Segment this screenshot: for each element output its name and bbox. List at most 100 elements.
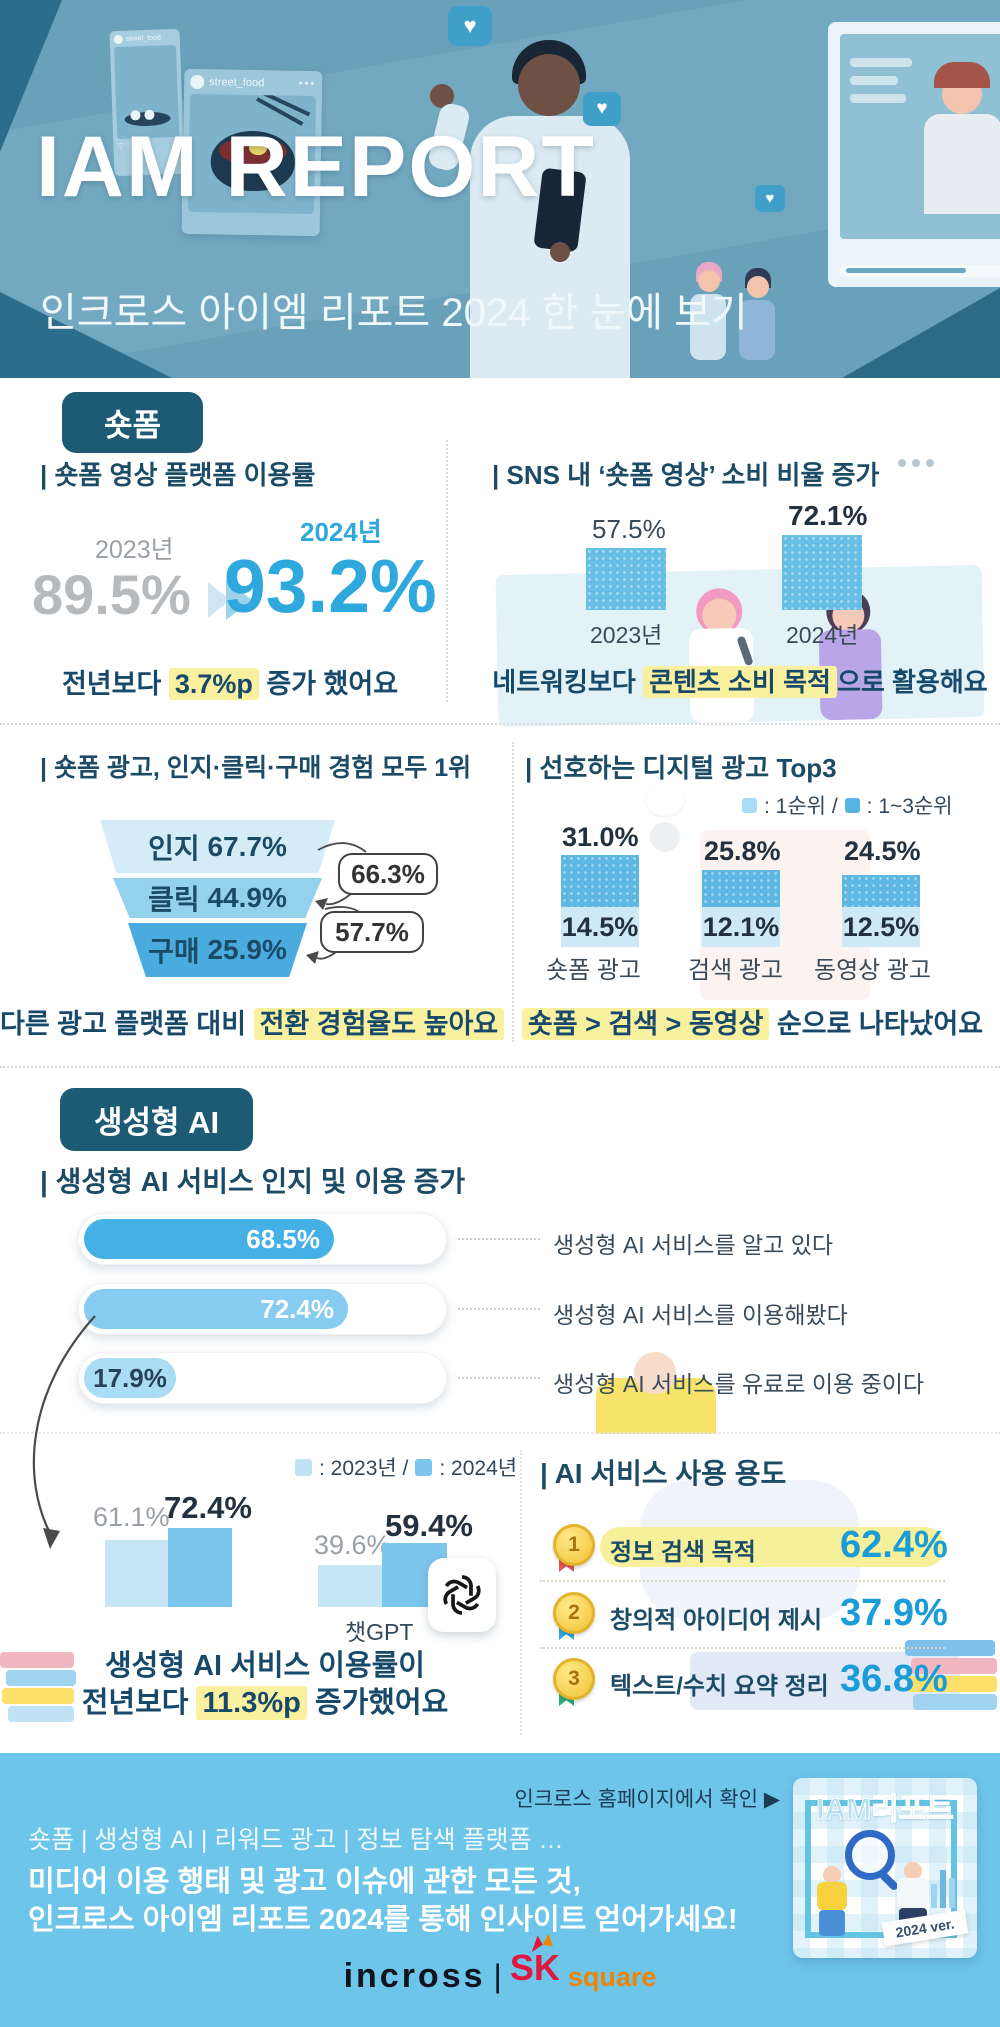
- sns-bar-2023: [586, 548, 666, 610]
- purpose-row1-label: 정보 검색 목적: [610, 1539, 756, 1566]
- highlight: 3.7%p: [168, 668, 259, 700]
- divider: [0, 723, 1000, 725]
- divider: [446, 440, 448, 702]
- trend-g1-2023-value: 61.1%: [93, 1502, 170, 1532]
- divider: [540, 1580, 945, 1582]
- trend-g1-bar-2024: [168, 1528, 232, 1607]
- divider: [0, 1066, 1000, 1068]
- openai-knot-icon: [443, 1575, 481, 1615]
- incross-logo-text: incross: [343, 1957, 486, 1995]
- ai-pill-label-3: 생성형 AI 서비스를 유료로 이용 중이다: [553, 1371, 925, 1397]
- ai-purpose-title: | AI 서비스 사용 용도: [540, 1458, 787, 1489]
- purpose-row3-label: 텍스트/수치 요약 정리: [610, 1673, 829, 1700]
- report-title: IAM REPORT: [36, 119, 596, 215]
- magnifier-icon: [845, 1830, 905, 1892]
- section-badge-shortform: 숏폼: [62, 392, 204, 453]
- homepage-link[interactable]: 인크로스 홈페이지에서 확인 ▶: [514, 1788, 781, 1811]
- trend-g1-bar-2023: [105, 1540, 168, 1607]
- highlight: 전환 경험율도 높아요: [253, 1008, 505, 1040]
- trend-legend: : 2023년 / : 2024년: [295, 1452, 517, 1482]
- leader-line: [458, 1377, 540, 1379]
- footer-message-1: 미디어 이용 행태 및 광고 이슈에 관한 모든 것,: [28, 1866, 581, 1898]
- sns-bar-label-2023: 2023년: [590, 622, 663, 648]
- shortform-usage-title: | 숏폼 영상 플랫폼 이용률: [40, 460, 316, 490]
- more-icon: •••: [298, 77, 317, 91]
- purpose-row3-value: 36.8%: [840, 1658, 948, 1700]
- conversion-callout-1: 66.3%: [338, 853, 438, 895]
- post-username: street_food: [209, 76, 265, 90]
- medal-icon: 2: [553, 1592, 595, 1634]
- funnel-stage-click: 클릭 44.9%: [113, 878, 322, 918]
- sns-illustration-card: [495, 564, 985, 728]
- logo-divider: |: [493, 1958, 502, 1994]
- top3-col3-rank1-box: 12.5%: [842, 907, 920, 947]
- sns-bar-2024: [782, 535, 862, 610]
- medal-icon: 1: [553, 1524, 595, 1566]
- divider: [540, 1647, 945, 1649]
- card-title: IAM리포트: [816, 1793, 955, 1827]
- top3-col3-bar: [842, 875, 920, 907]
- iam-report-card[interactable]: IAM리포트 2024 ver.: [793, 1778, 977, 1958]
- funnel-caption: 다른 광고 플랫폼 대비 전환 경험율도 높아요: [0, 1002, 505, 1041]
- legend-swatch-rank1: [742, 797, 757, 813]
- trend-g2-label: 챗GPT: [345, 1619, 414, 1645]
- ai-pill-track-1: 68.5%: [78, 1213, 447, 1265]
- divider: [520, 1450, 522, 1735]
- square-logo-text: square: [567, 1962, 657, 1992]
- purpose-row1-value: 62.4%: [840, 1524, 948, 1566]
- prev-year-label: 2023년: [95, 536, 174, 564]
- footer-topics: 숏폼 | 생성형 AI | 리워드 광고 | 정보 탐색 플랫폼 …: [28, 1826, 564, 1854]
- legend-swatch-rank13: [844, 797, 860, 813]
- sns-bar-value-2024: 72.1%: [788, 500, 868, 531]
- ai-pill-label-2: 생성형 AI 서비스를 이용해봤다: [553, 1302, 848, 1328]
- top3-caption: 숏폼 > 검색 > 동영상 순으로 나타났어요: [515, 1002, 990, 1041]
- ai-pill-label-1: 생성형 AI 서비스를 알고 있다: [553, 1232, 834, 1258]
- funnel-title: | 숏폼 광고, 인지·클릭·구매 경험 모두 1위: [40, 754, 472, 782]
- top3-col2-bar: [702, 870, 780, 907]
- highlight: 11.3%p: [196, 1686, 307, 1720]
- ai-pill-fill-2: 72.4%: [84, 1289, 348, 1329]
- purpose-row2-value: 37.9%: [840, 1592, 948, 1634]
- curr-year-label: 2024년: [300, 517, 382, 547]
- sns-title: | SNS 내 ‘숏폼 영상’ 소비 비율 증가: [492, 460, 880, 490]
- legend-swatch-2024: [415, 1458, 433, 1476]
- top3-col1-rank1-box: 14.5%: [561, 907, 639, 947]
- medal-rank3: 3: [553, 1658, 595, 1710]
- avatar: [190, 74, 205, 90]
- profile-circle-icon: [650, 822, 680, 852]
- report-subtitle: 인크로스 아이엠 리포트 2024 한 눈에 보기: [40, 291, 748, 335]
- ai-awareness-title: | 생성형 AI 서비스 인지 및 이용 증가: [40, 1166, 466, 1197]
- trend-caption: 생성형 AI 서비스 이용률이 전년보다 11.3%p 증가했어요: [81, 1650, 449, 1720]
- speech-bubble-icon: [646, 784, 684, 816]
- medal-rank2: 2: [553, 1592, 595, 1644]
- ai-pill-track-3: 17.9%: [78, 1352, 447, 1404]
- top3-title: | 선호하는 디지털 광고 Top3: [525, 753, 837, 783]
- top3-col3-rank13: 24.5%: [844, 836, 921, 866]
- trend-g1-2024-value: 72.4%: [164, 1490, 252, 1525]
- highlight: 콘텐츠 소비 목적: [643, 666, 837, 698]
- header-banner: street_food ▽ ♡ ⧉ street_food •••: [0, 0, 1000, 378]
- top3-col2-label: 검색 광고: [688, 957, 783, 984]
- card-chart-doodle: [931, 1848, 955, 1908]
- leader-line: [458, 1238, 540, 1240]
- top3-col2-rank13: 25.8%: [704, 836, 781, 866]
- heart-bubble-icon: ♥: [755, 185, 785, 212]
- chatgpt-logo: [428, 1558, 496, 1632]
- top3-col2-rank1-box: 12.1%: [702, 907, 780, 947]
- company-logo: incross | SK square: [0, 1933, 1000, 1996]
- card-person-left: [815, 1866, 849, 1936]
- top3-col3-label: 동영상 광고: [814, 957, 932, 984]
- funnel-stage-purchase: 구매 25.9%: [128, 923, 307, 977]
- sns-caption: 네트워킹보다 콘텐츠 소비 목적 으로 활용해요: [492, 666, 988, 698]
- purpose-row2-label: 창의적 아이디어 제시: [610, 1607, 823, 1634]
- curr-year-value: 93.2%: [224, 544, 437, 628]
- trend-g2-2023-value: 39.6%: [314, 1530, 391, 1560]
- highlight: 숏폼 > 검색 > 동영상: [521, 1008, 770, 1040]
- top3-legend: : 1순위 / : 1~3순위: [742, 790, 953, 820]
- shortform-usage-caption: 전년보다 3.7%p 증가 했어요: [61, 668, 399, 700]
- section-badge-genai: 생성형 AI: [60, 1088, 254, 1151]
- corner-shape: [842, 288, 1000, 378]
- trend-g2-2024-value: 59.4%: [385, 1508, 473, 1543]
- leader-line: [458, 1308, 540, 1310]
